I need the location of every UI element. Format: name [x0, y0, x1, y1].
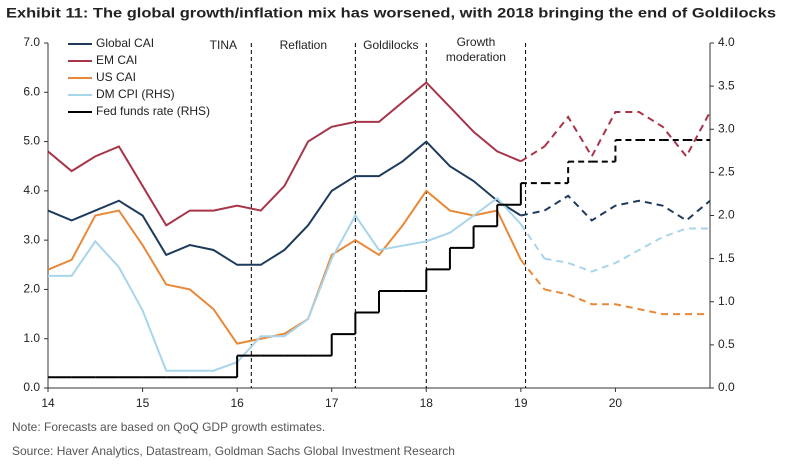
x-tick-label: 15 [136, 396, 150, 410]
legend-bg [64, 70, 190, 86]
x-tick-label: 16 [230, 396, 244, 410]
y-tick-label: 7.0 [23, 35, 40, 49]
legend-bg [64, 53, 190, 69]
x-tick-label: 14 [41, 396, 55, 410]
series-line [48, 196, 522, 372]
legend-bg [64, 87, 190, 103]
forecast-connector [520, 209, 545, 217]
legend-label: DM CPI (RHS) [96, 87, 175, 101]
period-label: moderation [446, 50, 506, 64]
forecast-connector [520, 259, 546, 291]
x-tick-label: 17 [325, 396, 339, 410]
y-tick-label: 6.0 [23, 84, 40, 98]
x-tick-label: 20 [609, 396, 623, 410]
y2-tick-label: 4.0 [718, 35, 735, 49]
forecast-line [543, 111, 711, 159]
legend-bg [64, 104, 190, 120]
x-tick-label: 18 [420, 396, 434, 410]
legend-bg [64, 36, 190, 52]
series-line [47, 81, 522, 227]
forecast-line [544, 288, 710, 316]
y-tick-label: 0.0 [23, 380, 40, 394]
series-line [47, 189, 522, 345]
note: Note: Forecasts are based on QoQ GDP gro… [12, 420, 325, 434]
legend-label: US CAI [96, 70, 136, 84]
y-tick-label: 5.0 [23, 134, 40, 148]
y2-tick-label: 0.5 [718, 337, 735, 351]
forecast-line [544, 227, 710, 273]
legend-label: Global CAI [96, 36, 154, 50]
y2-tick-label: 1.5 [718, 251, 735, 265]
y-tick-label: 3.0 [23, 232, 40, 246]
legend-label: Fed funds rate (RHS) [96, 104, 210, 118]
y-tick-label: 1.0 [23, 331, 40, 345]
source: Source: Haver Analytics, Datastream, Gol… [12, 444, 455, 458]
y2-tick-label: 3.0 [718, 121, 735, 135]
y2-tick-label: 2.5 [718, 165, 735, 179]
chart-title: Exhibit 11: The global growth/inflation … [6, 5, 776, 21]
y-tick-label: 2.0 [23, 282, 40, 296]
period-label: Goldilocks [363, 38, 418, 52]
y-tick-label: 4.0 [23, 183, 40, 197]
y2-tick-label: 1.0 [718, 294, 735, 308]
legend-label: EM CAI [96, 53, 137, 67]
forecast-line [543, 194, 711, 222]
period-label: Growth [457, 35, 496, 49]
period-label: TINA [210, 38, 237, 52]
x-tick-label: 19 [514, 396, 528, 410]
y2-tick-label: 0.0 [718, 380, 735, 394]
period-label: Reflation [280, 38, 327, 52]
forecast-connector [520, 145, 546, 163]
y2-tick-label: 2.0 [718, 208, 735, 222]
series-line [47, 140, 522, 266]
forecast-connector [520, 223, 546, 260]
y2-tick-label: 3.5 [718, 78, 735, 92]
